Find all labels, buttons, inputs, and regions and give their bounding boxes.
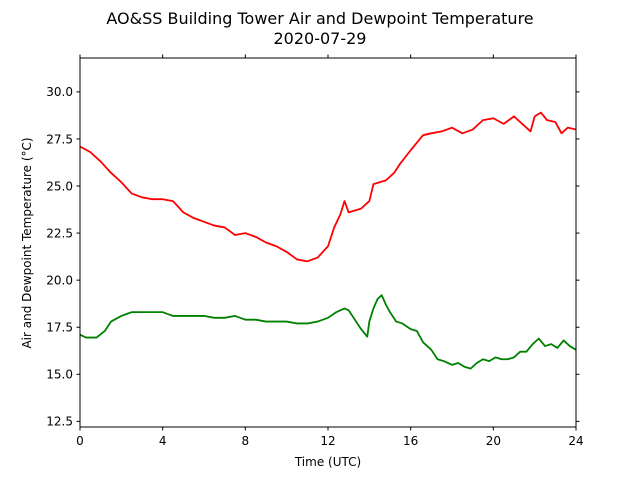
y-tick-label: 22.5 [46, 226, 73, 240]
chart-title: AO&SS Building Tower Air and Dewpoint Te… [106, 9, 533, 28]
x-tick-label: 8 [242, 434, 250, 448]
series-line-2 [79, 294, 577, 370]
x-tick-label: 4 [159, 434, 167, 448]
x-tick-label: 16 [403, 434, 418, 448]
y-tick-label: 20.0 [46, 273, 73, 287]
x-tick-label: 0 [76, 434, 84, 448]
y-tick-label: 27.5 [46, 132, 73, 146]
x-axis-label: Time (UTC) [294, 455, 361, 469]
series-line-1 [79, 111, 577, 263]
series-layer [79, 111, 577, 370]
y-tick-label: 25.0 [46, 179, 73, 193]
x-tick-label: 24 [568, 434, 583, 448]
x-tick-label: 20 [486, 434, 501, 448]
y-tick-label: 30.0 [46, 85, 73, 99]
y-tick-label: 15.0 [46, 368, 73, 382]
plot-frame [79, 57, 577, 428]
chart-subtitle: 2020-07-29 [274, 29, 367, 48]
y-axis-label: Air and Dewpoint Temperature (°C) [20, 137, 34, 348]
y-tick-label: 17.5 [46, 321, 73, 335]
x-tick-label: 12 [320, 434, 335, 448]
tick-layer: 0 4 8 12 16 20 24 12.5 15.0 17.5 20.0 22.5 25.0 27.5 3… [46, 54, 584, 448]
y-tick-label: 12.5 [46, 415, 73, 429]
